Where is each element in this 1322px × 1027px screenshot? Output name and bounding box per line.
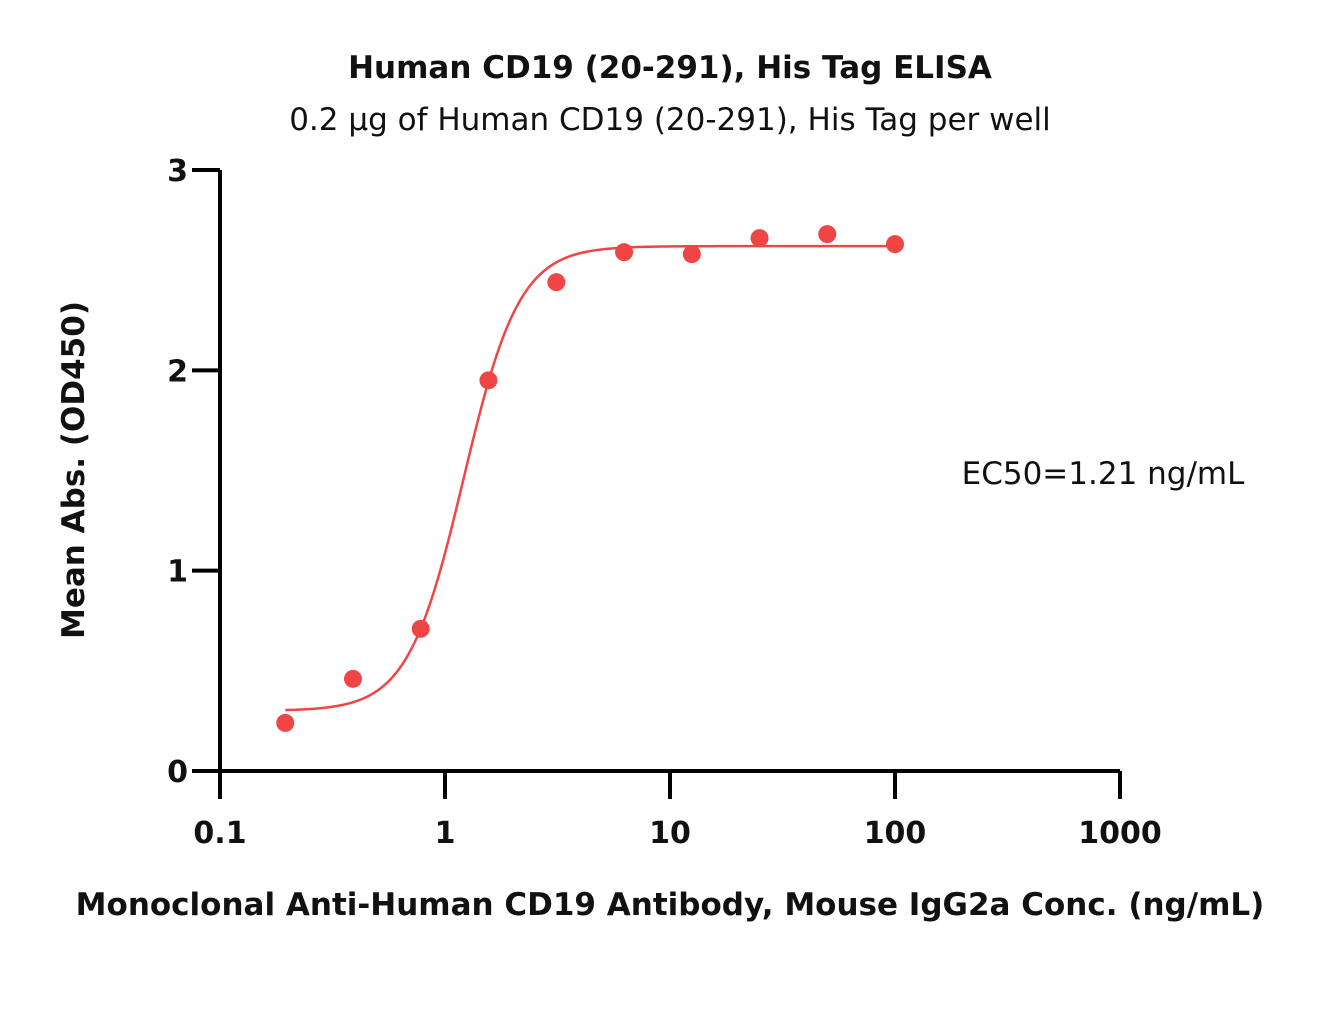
y-tick-label: 1 <box>167 555 188 590</box>
y-tick-label: 0 <box>167 755 188 790</box>
fit-curve <box>285 244 895 712</box>
x-tick-label: 0.1 <box>193 816 246 851</box>
data-point <box>276 713 295 732</box>
data-point <box>886 235 904 254</box>
chart-subtitle: 0.2 μg of Human CD19 (20-291), His Tag p… <box>289 102 1051 138</box>
x-tick-label: 10 <box>649 816 691 851</box>
y-axis-label: Mean Abs. (OD450) <box>56 301 92 639</box>
chart-title: Human CD19 (20-291), His Tag ELISA <box>348 50 992 86</box>
data-point <box>479 371 498 390</box>
data-point <box>411 619 430 638</box>
data-point <box>750 229 769 248</box>
y-tick-label: 3 <box>167 154 188 189</box>
data-points <box>276 225 904 732</box>
data-point <box>818 225 837 244</box>
y-tick-label: 2 <box>167 354 188 389</box>
x-axis-label: Monoclonal Anti-Human CD19 Antibody, Mou… <box>76 887 1265 923</box>
y-ticks: 0 1 2 3 <box>167 154 220 790</box>
x-tick-label: 1 <box>435 816 456 851</box>
data-point <box>615 243 634 262</box>
data-point <box>547 273 566 292</box>
x-tick-label: 100 <box>864 816 927 851</box>
x-ticks: 0.1 1 10 100 1000 <box>193 771 1162 851</box>
x-tick-label: 1000 <box>1078 816 1162 851</box>
ec50-annotation: EC50=1.21 ng/mL <box>962 456 1245 492</box>
data-point <box>682 245 701 264</box>
data-point <box>343 669 362 688</box>
